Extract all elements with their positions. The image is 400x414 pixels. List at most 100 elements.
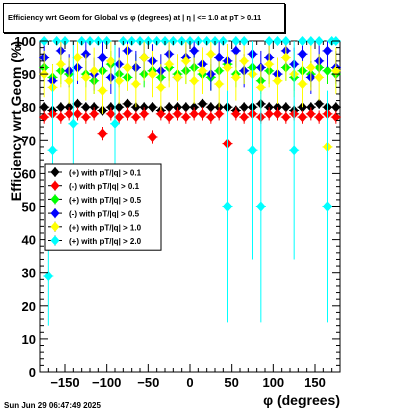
legend-entry: (+) with pT/|q| > 2.0: [69, 237, 142, 246]
data-point: [189, 108, 199, 119]
data-point: [106, 55, 116, 66]
data-point: [298, 112, 307, 123]
legend-marker: [50, 194, 60, 205]
data-point: [81, 112, 91, 123]
data-point: [43, 271, 53, 282]
data-point: [264, 36, 274, 46]
data-point: [139, 52, 149, 63]
data-point: [264, 108, 274, 119]
data-point: [139, 108, 149, 119]
data-point: [98, 52, 107, 63]
y-tick-label: 20: [22, 299, 36, 314]
data-point: [231, 45, 241, 56]
data-point: [56, 112, 66, 123]
legend-entry: (-) with pT/|q| > 0.1: [69, 182, 140, 191]
data-point: [231, 108, 241, 119]
legend-entry: (-) with pT/|q| > 0.5: [69, 210, 140, 219]
data-point: [106, 108, 116, 119]
data-point: [206, 102, 216, 113]
data-point: [181, 112, 191, 123]
chart-title: Efficiency wrt Geom for Global vs φ (deg…: [8, 13, 262, 22]
x-tick-label: 0: [186, 375, 193, 390]
data-point: [189, 45, 199, 56]
axes: −150 −100 −50 0 50 100 150 0 10 20 30 40 50 60 70 80 90 1…: [8, 34, 340, 408]
x-tick-label: −100: [92, 375, 121, 390]
data-point: [198, 65, 207, 76]
data-point: [239, 36, 249, 46]
y-tick-label: 100: [14, 34, 36, 49]
data-point: [331, 112, 341, 123]
data-point: [298, 36, 307, 46]
y-tick-label: 80: [22, 100, 36, 115]
legend: (+) with pT/|q| > 0.1 (-) with pT/|q| > 0…: [44, 163, 162, 251]
data-point: [281, 102, 291, 113]
data-point: [239, 112, 249, 123]
data-point: [264, 59, 274, 70]
legend-marker: [50, 180, 60, 191]
data-point: [164, 59, 174, 70]
data-point: [323, 201, 332, 212]
data-point: [156, 108, 166, 119]
x-tick-label: −150: [50, 375, 79, 390]
data-point: [314, 98, 324, 109]
chart-title-box: Efficiency wrt Geom for Global vs φ (deg…: [3, 3, 285, 33]
data-point: [314, 36, 324, 46]
data-point: [306, 36, 316, 46]
data-point: [223, 201, 232, 212]
y-tick-label: 10: [22, 332, 36, 347]
data-point: [198, 98, 207, 109]
data-point: [281, 36, 291, 46]
legend-marker: [50, 221, 60, 232]
data-point: [273, 75, 282, 86]
data-point: [173, 108, 182, 119]
legend-entry: (+) with pT/|q| > 0.5: [69, 196, 142, 205]
data-point: [131, 112, 141, 123]
legend-marker: [50, 208, 60, 219]
data-point: [73, 98, 82, 109]
y-tick-label: 70: [22, 133, 36, 148]
data-point: [281, 52, 291, 63]
data-point: [164, 102, 174, 113]
data-point: [206, 49, 216, 60]
data-point: [306, 108, 316, 119]
data-point: [248, 145, 257, 156]
data-point: [114, 75, 124, 86]
data-point: [273, 108, 282, 119]
x-axis-label: φ (degrees): [263, 392, 340, 408]
legend-entry: (+) with pT/|q| > 0.1: [69, 169, 142, 178]
data-point: [114, 102, 124, 113]
data-point: [214, 79, 224, 90]
data-point: [198, 108, 207, 119]
data-point: [206, 112, 216, 123]
data-point: [114, 112, 124, 123]
data-point: [73, 52, 82, 63]
y-axis-label: Efficiency wrt Geom (%): [8, 41, 24, 201]
data-point: [231, 36, 241, 46]
x-tick-label: 50: [224, 375, 238, 390]
timestamp-footer: Sun Jun 29 06:47:49 2025: [4, 401, 101, 410]
data-point: [48, 145, 57, 156]
legend-marker: [50, 235, 60, 246]
data-point: [123, 108, 132, 119]
data-point: [281, 112, 291, 123]
x-tick-label: 150: [304, 375, 326, 390]
data-point: [239, 102, 249, 113]
data-point: [173, 72, 182, 83]
data-point: [148, 69, 157, 80]
data-point: [148, 131, 157, 142]
data-point: [56, 102, 66, 113]
data-point: [89, 108, 99, 119]
data-point: [298, 79, 307, 90]
data-point: [89, 65, 99, 76]
data-point: [39, 112, 49, 123]
data-point: [181, 55, 191, 66]
y-tick-label: 60: [22, 166, 36, 181]
data-point: [64, 75, 74, 86]
data-point: [223, 62, 232, 73]
data-point: [81, 72, 91, 83]
data-point: [164, 112, 174, 123]
data-point: [123, 62, 132, 73]
data-point: [189, 75, 199, 86]
y-tick-label: 30: [22, 266, 36, 281]
